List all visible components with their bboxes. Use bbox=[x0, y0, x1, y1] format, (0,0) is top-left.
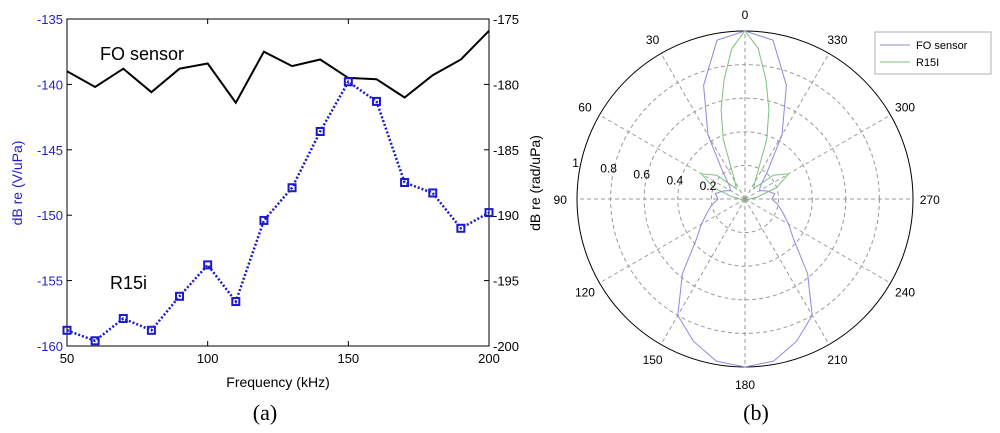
data-point-r15i bbox=[259, 215, 269, 225]
radial-tick-label: 1 bbox=[572, 156, 579, 170]
legend: FO sensor R15I bbox=[874, 31, 992, 75]
x-ticks: 50 100 150 200 bbox=[60, 19, 500, 366]
y-tick-label-right: -190 bbox=[493, 208, 519, 223]
radial-tick-label: 0.4 bbox=[666, 173, 683, 187]
data-point-r15i bbox=[456, 223, 466, 233]
angle-tick-label: 0 bbox=[742, 8, 749, 22]
polar-spoke bbox=[744, 198, 891, 284]
panel-label-b: (b) bbox=[743, 400, 769, 425]
polar-spoke bbox=[744, 114, 891, 200]
angle-tick-label: 240 bbox=[895, 285, 915, 299]
legend-label-r15i: R15I bbox=[916, 57, 939, 69]
y-tick-label-right: -200 bbox=[493, 339, 519, 354]
polar-spoke bbox=[660, 53, 746, 200]
x-tick-label: 50 bbox=[60, 351, 74, 366]
angle-tick-label: 270 bbox=[920, 193, 940, 207]
data-point-r15i bbox=[231, 297, 241, 307]
angle-tick-label: 30 bbox=[646, 33, 660, 47]
annotation-fo-sensor: FO sensor bbox=[100, 44, 184, 64]
polar-spoke bbox=[599, 198, 746, 284]
angle-tick-label: 210 bbox=[827, 353, 847, 367]
data-point-r15i bbox=[343, 77, 353, 87]
radial-tick-label: 0.2 bbox=[700, 179, 717, 193]
data-point-r15i bbox=[203, 260, 213, 270]
plot-area bbox=[66, 18, 490, 347]
y-tick-label-right: -195 bbox=[493, 274, 519, 289]
polar-series-group bbox=[677, 30, 813, 368]
data-point-r15i bbox=[90, 336, 100, 346]
line-chart-panel: 50 100 150 200 -135 -140 -145 -150 -155 -160 -17… bbox=[9, 12, 543, 425]
data-point-r15i bbox=[371, 96, 381, 106]
y-tick-label-left: -145 bbox=[37, 143, 63, 158]
x-tick-label: 150 bbox=[337, 351, 359, 366]
data-point-r15i bbox=[315, 126, 325, 136]
y-axis-label-left: dB re (V/uPa) bbox=[9, 141, 25, 226]
data-point-r15i bbox=[484, 208, 494, 218]
y-tick-label-left: -150 bbox=[37, 208, 63, 223]
x-axis-label: Frequency (kHz) bbox=[226, 374, 329, 390]
legend-label-fo-sensor: FO sensor bbox=[916, 40, 968, 52]
y-tick-label-left: -160 bbox=[37, 339, 63, 354]
series-line-fo-sensor bbox=[66, 30, 490, 105]
angle-tick-label: 90 bbox=[554, 193, 568, 207]
y-tick-label-right: -185 bbox=[493, 143, 519, 158]
data-point-r15i bbox=[146, 325, 156, 335]
polar-ticks: 0.2 0.4 0.6 0.8 1 0 30 60 90 120 150 180 210 240 270 30… bbox=[554, 8, 941, 392]
panel-label-a: (a) bbox=[253, 400, 277, 425]
polar-spoke bbox=[599, 114, 746, 200]
series-group bbox=[62, 30, 494, 346]
data-point-r15i bbox=[118, 314, 128, 324]
polar-spoke bbox=[744, 53, 830, 200]
polar-chart-panel: 0.2 0.4 0.6 0.8 1 0 30 60 90 120 150 180 210 240 270 30… bbox=[554, 8, 992, 425]
data-point-r15i bbox=[175, 291, 185, 301]
angle-tick-label: 300 bbox=[895, 101, 915, 115]
polar-series-r15i bbox=[700, 30, 790, 203]
polar-series-fo-sensor bbox=[677, 30, 813, 368]
y-ticks-left: -135 -140 -145 -150 -155 -160 bbox=[37, 12, 72, 354]
y-tick-label-left: -140 bbox=[37, 77, 63, 92]
series-line-r15i bbox=[66, 79, 490, 343]
data-point-r15i bbox=[400, 178, 410, 187]
x-tick-label: 200 bbox=[478, 351, 500, 366]
angle-tick-label: 150 bbox=[643, 353, 663, 367]
legend-box bbox=[874, 31, 992, 75]
data-point-r15i bbox=[62, 325, 72, 335]
angle-tick-label: 120 bbox=[575, 285, 595, 299]
angle-tick-label: 180 bbox=[735, 378, 755, 392]
polar-spoke bbox=[744, 198, 830, 345]
polar-spoke bbox=[660, 198, 746, 345]
y-tick-label-right: -180 bbox=[493, 77, 519, 92]
polar-grid bbox=[576, 30, 914, 368]
angle-tick-label: 330 bbox=[827, 33, 847, 47]
annotation-r15i: R15i bbox=[110, 273, 147, 293]
y-tick-label-left: -135 bbox=[37, 12, 63, 27]
polar-ring bbox=[710, 164, 780, 234]
y-tick-label-left: -155 bbox=[37, 274, 63, 289]
radial-tick-label: 0.6 bbox=[633, 167, 650, 181]
polar-ring bbox=[677, 131, 813, 267]
y-tick-label-right: -175 bbox=[493, 12, 519, 27]
y-axis-label-right: dB re (rad/uPa) bbox=[527, 135, 543, 231]
angle-tick-label: 60 bbox=[578, 101, 592, 115]
data-point-r15i bbox=[428, 188, 438, 198]
y-ticks-right: -175 -180 -185 -190 -195 -200 bbox=[484, 12, 519, 354]
x-tick-label: 100 bbox=[197, 351, 219, 366]
radial-tick-label: 0.8 bbox=[600, 162, 617, 176]
data-point-r15i bbox=[287, 183, 297, 193]
